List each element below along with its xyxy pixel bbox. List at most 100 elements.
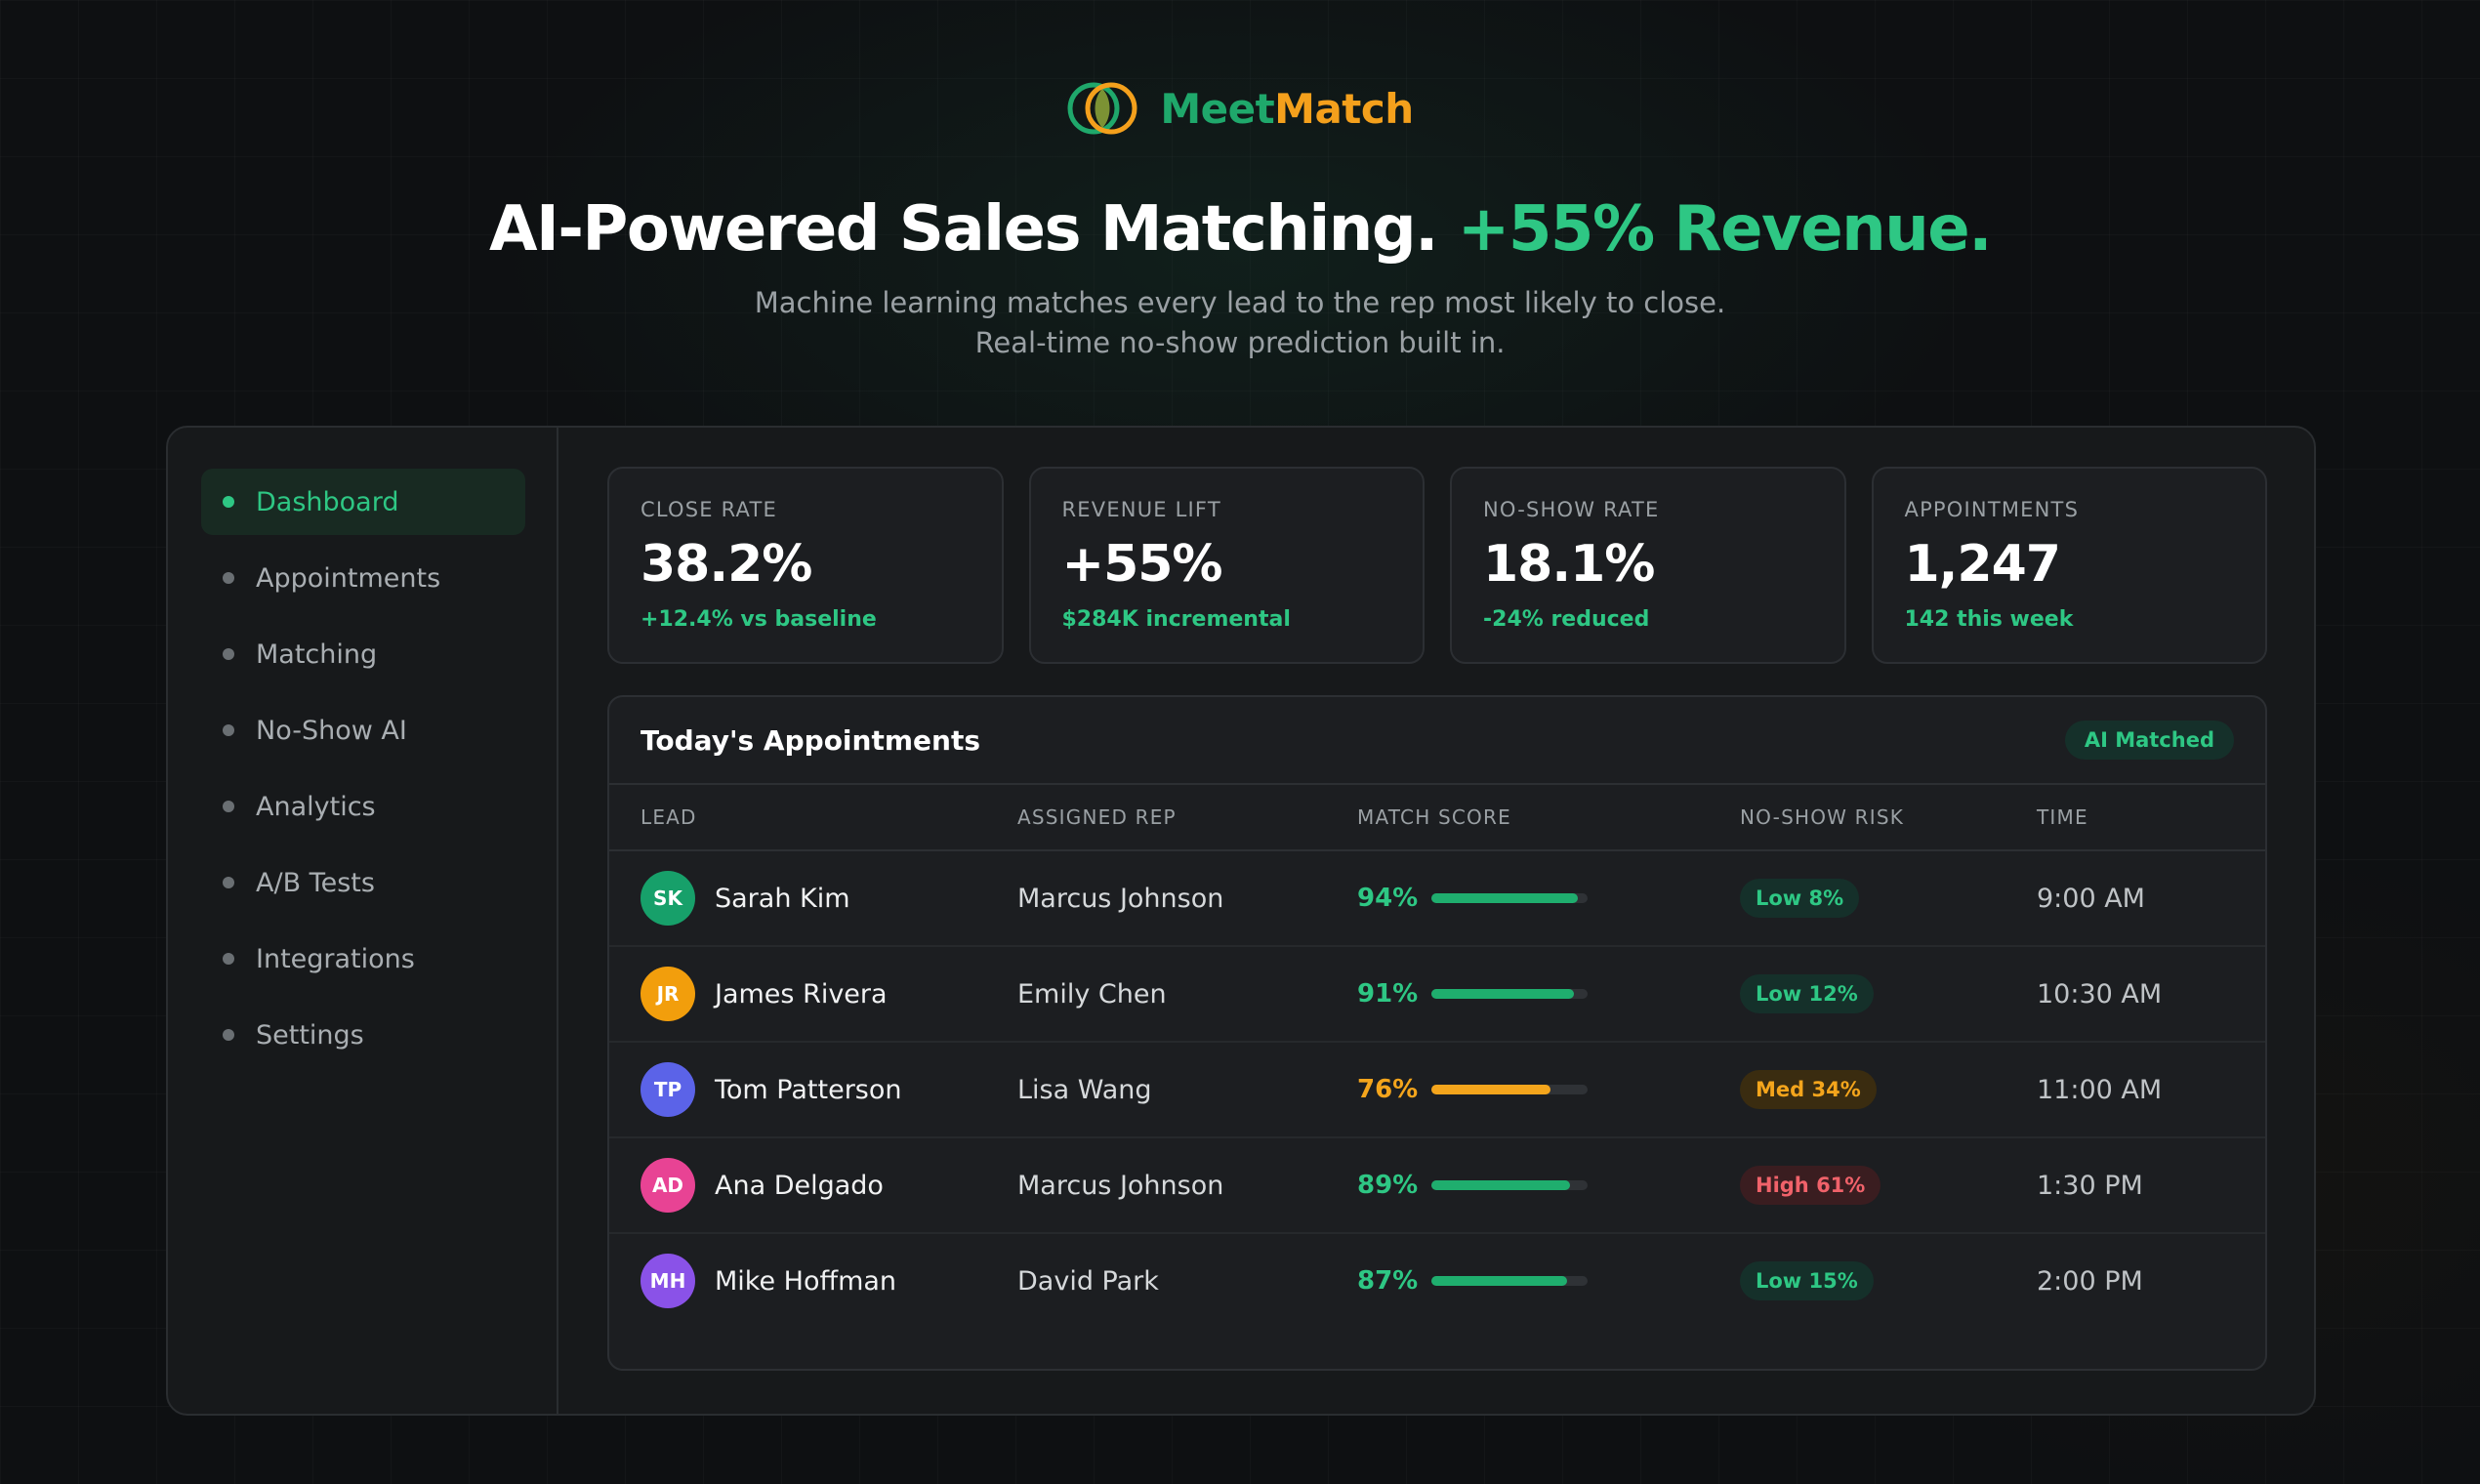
ai-matched-badge: AI Matched: [2064, 721, 2234, 760]
avatar: TP: [641, 1062, 695, 1117]
sidebar-item-no-show-ai[interactable]: No-Show AI: [201, 697, 525, 763]
sidebar-item-matching[interactable]: Matching: [201, 621, 525, 687]
nav-dot-icon: [223, 953, 234, 965]
match-score-fill: [1431, 893, 1579, 903]
brand: MeetMatch: [0, 80, 2480, 137]
nav-dot-icon: [223, 1029, 234, 1041]
avatar: AD: [641, 1158, 695, 1213]
column-header-risk[interactable]: NO-SHOW RISK: [1740, 805, 1905, 829]
lead-name: Ana Delgado: [715, 1170, 884, 1201]
score-cell: 94%: [1357, 884, 1740, 913]
sidebar-item-label: Settings: [256, 1019, 364, 1051]
stat-value: 38.2%: [641, 535, 812, 594]
no-show-risk-badge: Low 15%: [1740, 1261, 1874, 1300]
stat-label: APPOINTMENTS: [1904, 498, 2080, 521]
stat-card-close-rate: CLOSE RATE 38.2% +12.4% vs baseline: [607, 467, 1004, 664]
appointment-time: 11:00 AM: [2037, 1074, 2163, 1105]
sidebar-item-dashboard[interactable]: Dashboard: [201, 469, 525, 535]
table-body: SK Sarah Kim Marcus Johnson 94% Low 8% 9:00 A…: [609, 851, 2265, 1328]
dashboard-main: CLOSE RATE 38.2% +12.4% vs baseline REVE…: [607, 467, 2267, 1371]
stat-delta: -24% reduced: [1483, 607, 1650, 632]
time-cell: 10:30 AM: [2037, 979, 2232, 1010]
match-score-value: 89%: [1357, 1171, 1419, 1200]
table-title: Today's Appointments: [641, 723, 980, 757]
rep-name: Lisa Wang: [1017, 1074, 1152, 1105]
lead-name: Tom Patterson: [715, 1074, 902, 1105]
lead-cell: TP Tom Patterson: [609, 1062, 1017, 1117]
lead-cell: SK Sarah Kim: [609, 871, 1017, 926]
headline-text: AI-Powered Sales Matching.: [489, 193, 1438, 266]
match-score-fill: [1431, 1276, 1568, 1286]
rep-cell: David Park: [1017, 1266, 1357, 1297]
no-show-risk-badge: High 61%: [1740, 1166, 1881, 1205]
brand-name-part2: Match: [1274, 84, 1414, 133]
table-row[interactable]: TP Tom Patterson Lisa Wang 76% Med 34% 11:00 …: [609, 1043, 2265, 1138]
headline-accent: +55% Revenue.: [1457, 193, 1993, 266]
match-score-value: 87%: [1357, 1266, 1419, 1296]
match-score-value: 94%: [1357, 884, 1419, 913]
lead-cell: AD Ana Delgado: [609, 1158, 1017, 1213]
app-window: Dashboard Appointments Matching No-Show …: [166, 426, 2316, 1416]
table-row[interactable]: SK Sarah Kim Marcus Johnson 94% Low 8% 9:00 A…: [609, 851, 2265, 947]
stat-delta: $284K incremental: [1061, 607, 1291, 632]
nav-dot-icon: [223, 648, 234, 660]
sidebar-item-integrations[interactable]: Integrations: [201, 926, 525, 992]
table-row[interactable]: MH Mike Hoffman David Park 87% Low 15% 2:00 P…: [609, 1234, 2265, 1328]
rep-name: Marcus Johnson: [1017, 883, 1224, 914]
appointment-time: 1:30 PM: [2037, 1170, 2143, 1201]
nav-dot-icon: [223, 724, 234, 736]
column-header-time[interactable]: TIME: [2037, 805, 2088, 829]
appointment-time: 10:30 AM: [2037, 978, 2163, 1010]
column-header-score[interactable]: MATCH SCORE: [1357, 805, 1511, 829]
time-cell: 11:00 AM: [2037, 1075, 2232, 1105]
stat-label: NO-SHOW RATE: [1483, 498, 1660, 521]
score-cell: 87%: [1357, 1266, 1740, 1296]
match-score-bar: [1431, 989, 1588, 999]
sidebar-item-ab-tests[interactable]: A/B Tests: [201, 849, 525, 916]
lead-name: Mike Hoffman: [715, 1265, 897, 1297]
time-cell: 2:00 PM: [2037, 1266, 2232, 1297]
lead-cell: JR James Rivera: [609, 967, 1017, 1021]
brand-name: MeetMatch: [1160, 84, 1414, 133]
table-row[interactable]: JR James Rivera Emily Chen 91% Low 12% 10:30 …: [609, 947, 2265, 1043]
stat-card-appointments: APPOINTMENTS 1,247 142 this week: [1871, 467, 2267, 664]
stat-cards: CLOSE RATE 38.2% +12.4% vs baseline REVE…: [607, 467, 2267, 664]
table-header: Today's Appointments AI Matched: [609, 697, 2265, 785]
sidebar-item-analytics[interactable]: Analytics: [201, 773, 525, 840]
risk-cell: Low 15%: [1740, 1261, 2037, 1300]
sidebar-item-appointments[interactable]: Appointments: [201, 545, 525, 611]
rep-cell: Marcus Johnson: [1017, 884, 1357, 914]
stat-card-revenue-lift: REVENUE LIFT +55% $284K incremental: [1028, 467, 1425, 664]
column-headers: LEAD ASSIGNED REP MATCH SCORE NO-SHOW RI…: [609, 785, 2265, 851]
rep-name: Emily Chen: [1017, 978, 1167, 1010]
match-score-fill: [1431, 989, 1574, 999]
no-show-risk-badge: Low 8%: [1740, 879, 1860, 918]
avatar: SK: [641, 871, 695, 926]
stat-value: +55%: [1061, 535, 1223, 594]
no-show-risk-badge: Med 34%: [1740, 1070, 1877, 1109]
match-score-bar: [1431, 1276, 1588, 1286]
sidebar: Dashboard Appointments Matching No-Show …: [168, 428, 558, 1414]
sidebar-item-label: Matching: [256, 639, 378, 670]
column-header-rep[interactable]: ASSIGNED REP: [1017, 805, 1177, 829]
column-header-lead[interactable]: LEAD: [641, 805, 697, 829]
rep-name: Marcus Johnson: [1017, 1170, 1224, 1201]
table-row[interactable]: AD Ana Delgado Marcus Johnson 89% High 61% 1:…: [609, 1138, 2265, 1234]
rep-name: David Park: [1017, 1265, 1159, 1297]
lead-name: James Rivera: [715, 978, 888, 1010]
appointment-time: 2:00 PM: [2037, 1265, 2143, 1297]
sidebar-item-label: Dashboard: [256, 486, 399, 517]
rep-cell: Marcus Johnson: [1017, 1171, 1357, 1201]
lead-cell: MH Mike Hoffman: [609, 1254, 1017, 1308]
appointment-time: 9:00 AM: [2037, 883, 2145, 914]
nav-dot-icon: [223, 877, 234, 888]
no-show-risk-badge: Low 12%: [1740, 974, 1874, 1013]
score-cell: 91%: [1357, 979, 1740, 1009]
stat-label: CLOSE RATE: [641, 498, 777, 521]
stat-delta: +12.4% vs baseline: [641, 607, 877, 632]
brand-name-part1: Meet: [1160, 84, 1275, 133]
avatar: JR: [641, 967, 695, 1021]
risk-cell: Med 34%: [1740, 1070, 2037, 1109]
appointments-table: Today's Appointments AI Matched LEAD ASS…: [607, 695, 2267, 1371]
sidebar-item-settings[interactable]: Settings: [201, 1002, 525, 1068]
